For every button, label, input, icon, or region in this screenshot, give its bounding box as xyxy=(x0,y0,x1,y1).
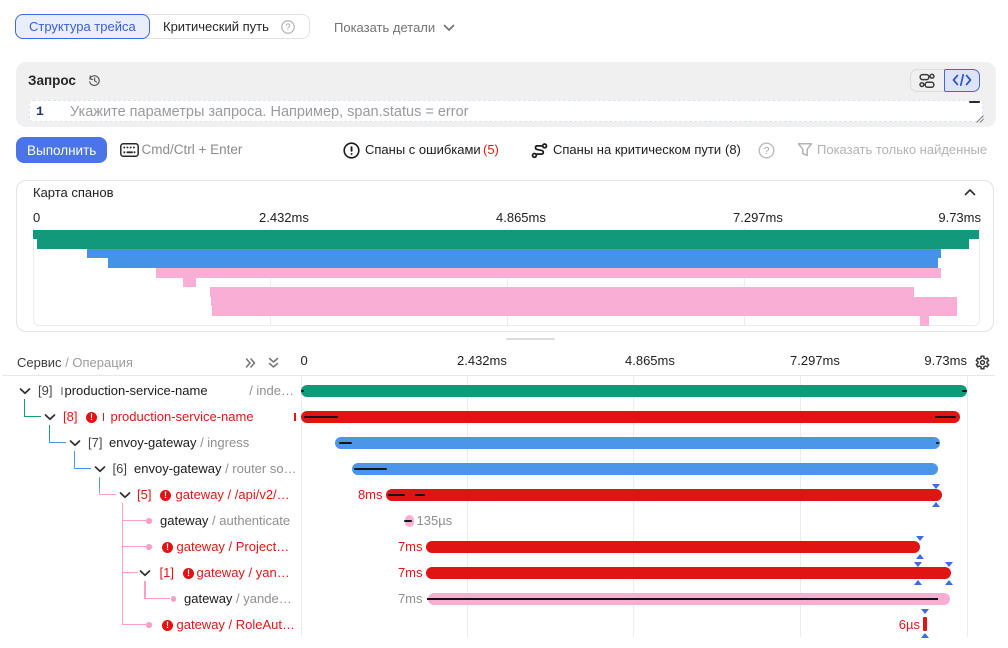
svg-text:?: ? xyxy=(764,145,770,157)
svg-text:?: ? xyxy=(285,22,290,32)
